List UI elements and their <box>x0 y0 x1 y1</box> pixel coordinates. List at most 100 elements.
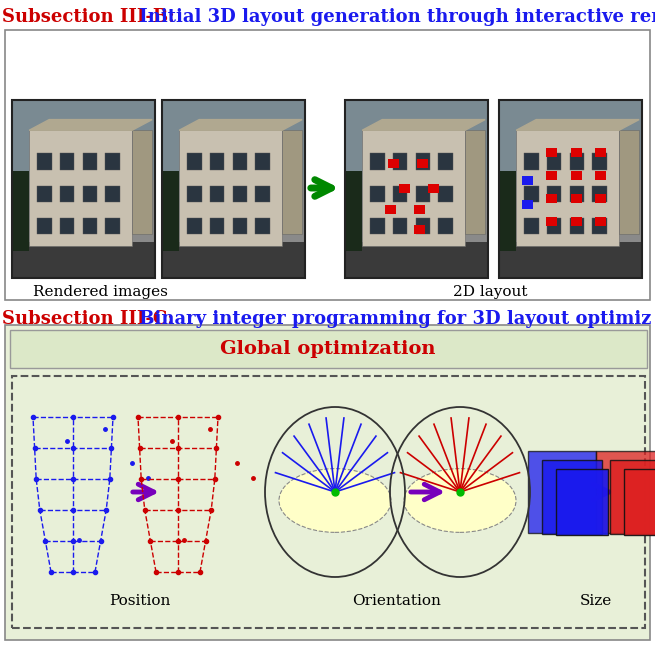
Bar <box>499 171 516 252</box>
Bar <box>570 153 584 170</box>
Bar <box>105 218 120 234</box>
Bar <box>546 195 557 203</box>
Bar <box>12 100 155 278</box>
Bar <box>393 218 407 234</box>
Bar <box>414 225 424 233</box>
Bar <box>233 153 247 170</box>
Bar <box>362 130 465 246</box>
Bar <box>417 159 428 168</box>
Bar <box>162 171 179 252</box>
Bar <box>29 130 132 246</box>
Bar <box>132 130 152 234</box>
Bar <box>370 153 384 170</box>
Bar <box>499 242 642 278</box>
Bar <box>414 205 424 214</box>
Text: Orientation: Orientation <box>352 594 441 608</box>
Bar <box>595 148 606 157</box>
Bar <box>596 451 655 533</box>
Bar <box>393 153 407 170</box>
Text: Rendered images: Rendered images <box>33 285 168 299</box>
Bar <box>571 195 582 203</box>
Text: Size: Size <box>580 594 612 608</box>
Bar <box>255 186 270 202</box>
Bar <box>370 218 384 234</box>
Bar <box>12 171 29 252</box>
Bar <box>542 460 602 534</box>
Text: Subsection III-C:: Subsection III-C: <box>2 310 174 328</box>
Bar <box>179 130 282 246</box>
Bar <box>547 153 561 170</box>
Bar <box>255 153 270 170</box>
Bar <box>546 148 557 157</box>
Bar <box>385 205 396 214</box>
Bar <box>388 159 399 168</box>
Bar <box>345 100 488 278</box>
Bar <box>233 186 247 202</box>
Bar <box>60 186 75 202</box>
Bar <box>525 153 539 170</box>
Text: Initial 3D layout generation through interactive ren: Initial 3D layout generation through int… <box>133 8 655 26</box>
Bar <box>345 242 488 278</box>
Bar <box>105 186 120 202</box>
Bar <box>187 218 202 234</box>
Bar <box>12 100 155 278</box>
Bar <box>571 171 582 180</box>
Bar <box>210 218 225 234</box>
Bar <box>547 186 561 202</box>
Bar <box>12 376 645 628</box>
Ellipse shape <box>404 468 516 533</box>
Bar <box>162 100 305 180</box>
Polygon shape <box>362 120 485 130</box>
Bar <box>522 176 533 185</box>
Bar <box>5 325 650 640</box>
Bar <box>162 100 305 278</box>
Text: Subsection III-B:: Subsection III-B: <box>2 8 175 26</box>
Bar <box>570 218 584 234</box>
Polygon shape <box>29 120 152 130</box>
Bar <box>60 218 75 234</box>
Text: Binary integer programming for 3D layout optimiz: Binary integer programming for 3D layout… <box>133 310 651 328</box>
Bar <box>10 330 647 368</box>
Bar <box>416 153 430 170</box>
Bar <box>624 469 655 535</box>
Bar <box>83 186 97 202</box>
Bar <box>595 171 606 180</box>
Bar <box>438 186 453 202</box>
Bar <box>525 186 539 202</box>
Bar <box>499 100 642 278</box>
Bar <box>83 218 97 234</box>
Bar <box>187 186 202 202</box>
Bar <box>345 100 488 278</box>
Bar <box>162 100 305 278</box>
Bar <box>255 218 270 234</box>
Bar <box>400 183 410 193</box>
Bar <box>5 30 650 300</box>
Bar <box>105 153 120 170</box>
Bar <box>345 100 488 180</box>
Bar <box>282 130 302 234</box>
Polygon shape <box>516 120 639 130</box>
Text: Global optimization: Global optimization <box>220 340 436 358</box>
Bar <box>393 186 407 202</box>
Bar <box>595 195 606 203</box>
Bar <box>499 100 642 180</box>
Bar <box>592 218 607 234</box>
Bar <box>345 171 362 252</box>
Bar <box>619 130 639 234</box>
Bar <box>162 242 305 278</box>
Bar <box>556 469 608 535</box>
Bar <box>210 153 225 170</box>
Bar <box>499 100 642 278</box>
Bar <box>370 186 384 202</box>
Bar <box>187 153 202 170</box>
Bar <box>438 218 453 234</box>
Bar <box>570 186 584 202</box>
Bar <box>592 153 607 170</box>
Bar <box>37 218 52 234</box>
Bar <box>516 130 619 246</box>
Bar <box>595 217 606 227</box>
Bar <box>233 218 247 234</box>
Text: 2D layout: 2D layout <box>453 285 527 299</box>
Bar <box>547 218 561 234</box>
Bar <box>438 153 453 170</box>
